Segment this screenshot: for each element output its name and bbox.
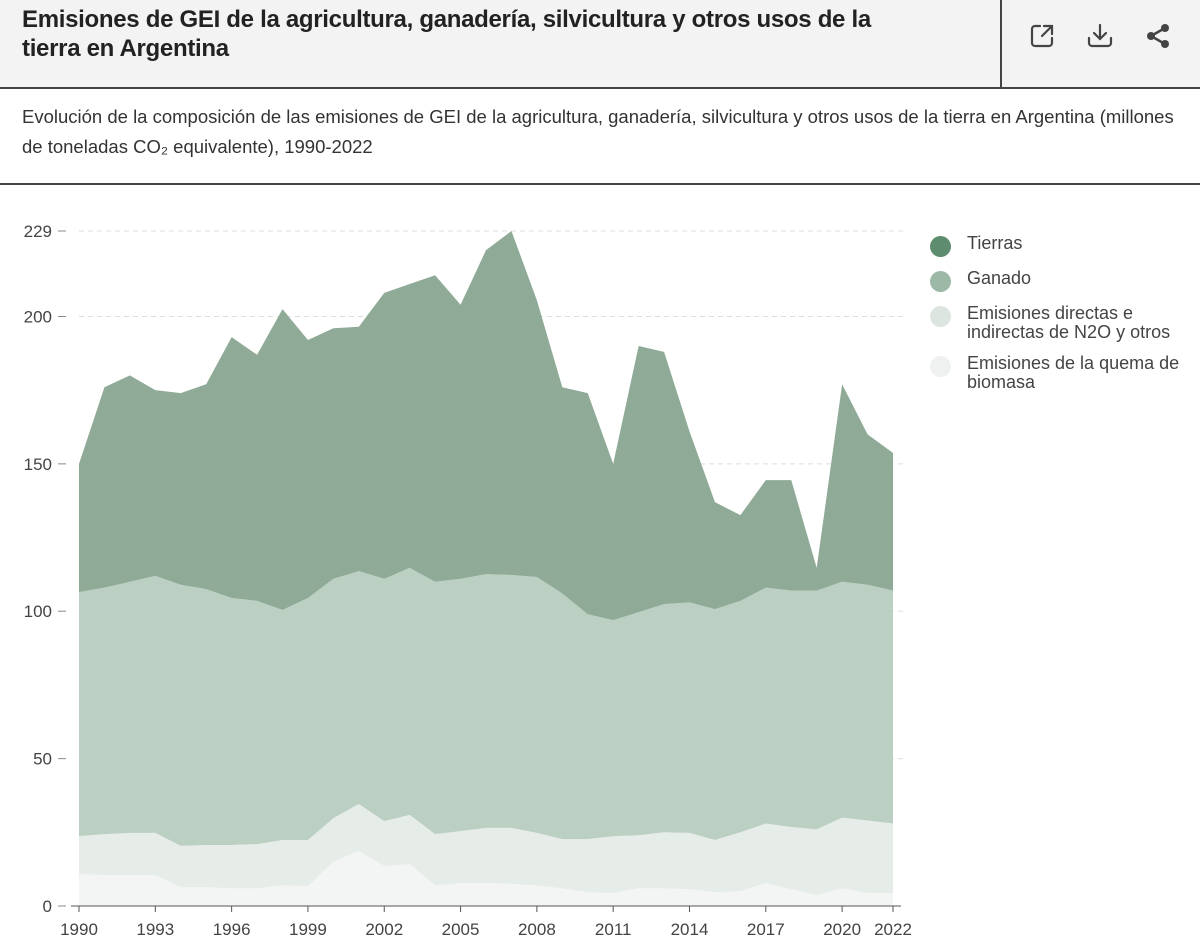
legend-swatch — [930, 236, 951, 257]
legend-label: Emisiones de la quema de biomasa — [967, 353, 1180, 392]
x-tick-label: 1996 — [213, 920, 251, 939]
legend-label: Ganado — [967, 268, 1032, 288]
external-link-icon[interactable] — [1026, 20, 1058, 52]
chart-header: Emisiones de GEI de la agricultura, gana… — [0, 0, 1200, 89]
x-tick-label: 1999 — [289, 920, 327, 939]
legend-swatch — [930, 271, 951, 292]
chart-subtitle: Evolución de la composición de las emisi… — [22, 106, 1174, 157]
y-tick-label: 0 — [43, 897, 52, 916]
download-icon[interactable] — [1084, 20, 1116, 52]
x-tick-label: 2020 — [823, 920, 861, 939]
x-tick-label: 2002 — [365, 920, 403, 939]
legend-swatch — [930, 356, 951, 377]
x-tick-label: 1993 — [136, 920, 174, 939]
legend-label: Tierras — [967, 233, 1023, 253]
x-tick-label: 2022 — [874, 920, 912, 939]
y-tick-label: 229 — [24, 222, 52, 241]
share-icon[interactable] — [1142, 20, 1174, 52]
header-divider — [1000, 0, 1002, 88]
area-ganado[interactable] — [79, 567, 893, 846]
legend-item[interactable]: Tierras — [930, 234, 1200, 257]
y-tick-label: 100 — [24, 602, 52, 621]
x-tick-label: 2017 — [747, 920, 785, 939]
area-emisiones-de-la-quema-de-biomasa[interactable] — [79, 850, 893, 906]
y-tick-label: 150 — [24, 455, 52, 474]
legend-item[interactable]: Ganado — [930, 269, 1200, 292]
legend-swatch — [930, 306, 951, 327]
x-tick-label: 2011 — [595, 920, 632, 939]
legend-item[interactable]: Emisiones directas e indirectas de N2O y… — [930, 304, 1200, 342]
area-tierras[interactable] — [79, 231, 893, 621]
area-emisiones-directas-e-indirectas-de-n2o-y-otros[interactable] — [79, 804, 893, 896]
x-tick-label: 2014 — [671, 920, 709, 939]
x-tick-label: 2008 — [518, 920, 556, 939]
stacked-area-chart: 0 50 100 150 200 229 1990 1993 1996 1999 2002 2005 2… — [24, 222, 912, 939]
x-tick-label: 1990 — [60, 920, 98, 939]
x-tick-label: 2005 — [442, 920, 480, 939]
chart-title: Emisiones de GEI de la agricultura, gana… — [22, 6, 871, 62]
legend-label: Emisiones directas e indirectas de N2O y… — [967, 303, 1171, 342]
legend: Tierras Ganado Emisiones directas e indire… — [930, 234, 1200, 404]
y-tick-label: 200 — [24, 307, 52, 326]
legend-item[interactable]: Emisiones de la quema de biomasa — [930, 354, 1200, 392]
y-tick-label: 50 — [33, 750, 52, 769]
subtitle-divider — [0, 183, 1200, 185]
